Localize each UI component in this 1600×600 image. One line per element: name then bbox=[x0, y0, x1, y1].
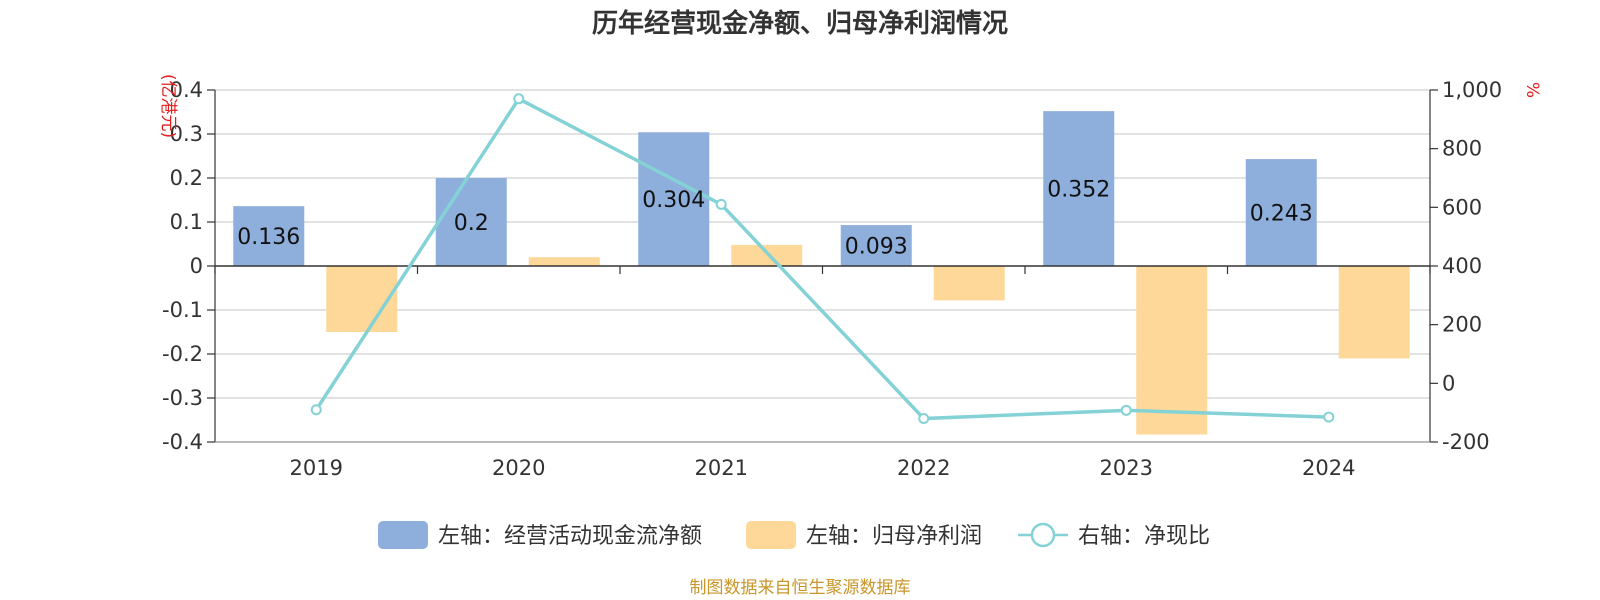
bar-netprofit bbox=[326, 266, 398, 332]
x-tick-label: 2024 bbox=[1302, 456, 1355, 480]
ratio-point bbox=[715, 198, 727, 210]
bar-cashflow bbox=[435, 178, 507, 266]
legend-label-cashflow: 左轴：经营活动现金流净额 bbox=[438, 524, 702, 549]
bar-value-label: 0.093 bbox=[845, 235, 908, 260]
bar-value-label: 0.136 bbox=[237, 225, 300, 250]
legend-swatch-cashflow bbox=[378, 521, 428, 549]
bar-netprofit bbox=[933, 266, 1005, 301]
legend-label-ratio: 右轴：净现比 bbox=[1078, 524, 1210, 549]
x-tick-label: 2020 bbox=[492, 456, 545, 480]
bar-netprofit bbox=[1338, 266, 1410, 359]
bar-cashflow bbox=[638, 132, 710, 266]
left-tick-label: 0 bbox=[190, 254, 203, 278]
left-tick-label: 0.2 bbox=[170, 166, 203, 190]
left-tick-label: -0.3 bbox=[162, 386, 203, 410]
bar-value-label: 0.352 bbox=[1047, 178, 1110, 203]
left-tick-label: 0.4 bbox=[170, 78, 203, 102]
right-tick-label: 800 bbox=[1442, 137, 1482, 161]
bar-cashflow bbox=[233, 206, 305, 266]
right-axis: 1,000 800 600 400 200 0 -200 bbox=[1429, 78, 1502, 454]
right-axis-unit: % bbox=[1522, 82, 1542, 98]
legend-marker-ratio bbox=[1030, 522, 1056, 548]
ratio-line bbox=[310, 93, 1335, 425]
x-axis-labels: 2019 2020 2021 2022 2023 2024 bbox=[290, 456, 1356, 480]
bar-cashflow bbox=[1043, 111, 1115, 267]
bar-value-label: 0.2 bbox=[454, 211, 489, 236]
chart-title: 历年经营现金净额、归母净利润情况 bbox=[592, 8, 1008, 39]
bar-netprofit bbox=[528, 257, 600, 266]
ratio-point bbox=[1120, 404, 1132, 416]
ratio-point bbox=[1323, 411, 1335, 423]
right-tick-label: 0 bbox=[1442, 371, 1455, 395]
bar-cashflow bbox=[1245, 159, 1317, 266]
bar-netprofit bbox=[1136, 266, 1208, 435]
right-tick-label: 400 bbox=[1442, 254, 1482, 278]
left-tick-label: -0.4 bbox=[162, 430, 203, 454]
left-axis: 0.4 0.3 0.2 0.1 0 -0.1 -0.2 -0.3 -0.4 bbox=[162, 78, 216, 454]
legend: 左轴：经营活动现金流净额 左轴：归母净利润 右轴：净现比 bbox=[378, 521, 1210, 549]
bar-cashflow bbox=[840, 225, 912, 266]
right-tick-label: 1,000 bbox=[1442, 78, 1502, 102]
ratio-point bbox=[513, 93, 525, 105]
ratio-point bbox=[310, 404, 322, 416]
bar-value-label: 0.243 bbox=[1250, 202, 1313, 227]
x-tick-label: 2023 bbox=[1100, 456, 1153, 480]
x-axis bbox=[214, 265, 1431, 443]
bar-netprofit bbox=[731, 244, 803, 266]
right-tick-label: 600 bbox=[1442, 195, 1482, 219]
left-axis-unit: (亿港元) bbox=[158, 74, 178, 138]
left-tick-label: 0.1 bbox=[170, 210, 203, 234]
x-tick-label: 2021 bbox=[695, 456, 748, 480]
x-tick-label: 2022 bbox=[897, 456, 950, 480]
bars bbox=[233, 111, 1410, 435]
legend-swatch-netprofit bbox=[746, 521, 796, 549]
left-tick-label: 0.3 bbox=[170, 122, 203, 146]
left-tick-label: -0.1 bbox=[162, 298, 203, 322]
x-tick-label: 2019 bbox=[290, 456, 343, 480]
ratio-point bbox=[918, 413, 930, 425]
bar-value-label: 0.304 bbox=[642, 188, 705, 213]
right-tick-label: -200 bbox=[1442, 430, 1490, 454]
legend-label-netprofit: 左轴：归母净利润 bbox=[806, 524, 982, 549]
bar-value-labels: 0.136 0.2 0.304 0.093 0.352 0.243 bbox=[237, 178, 1312, 260]
source-note: 制图数据来自恒生聚源数据库 bbox=[690, 578, 911, 598]
left-tick-label: -0.2 bbox=[162, 342, 203, 366]
ratio-line-path bbox=[314, 96, 1329, 421]
right-tick-label: 200 bbox=[1442, 313, 1482, 337]
